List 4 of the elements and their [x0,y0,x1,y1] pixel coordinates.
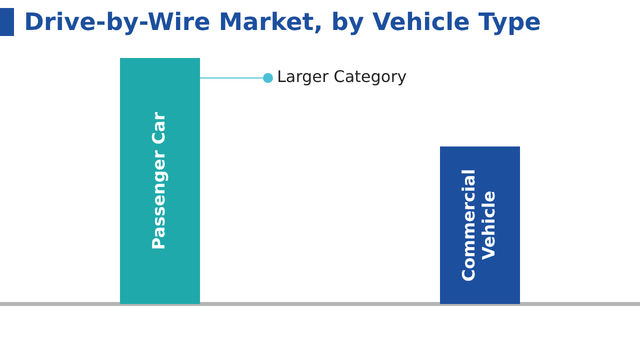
x-tick-label: Passenger Car [149,112,170,250]
annotation: Larger Category [277,67,407,86]
chart-title: Drive-by-Wire Market, by Vehicle Type [24,8,541,36]
x-tick-label: Commercial Vehicle [459,168,500,282]
